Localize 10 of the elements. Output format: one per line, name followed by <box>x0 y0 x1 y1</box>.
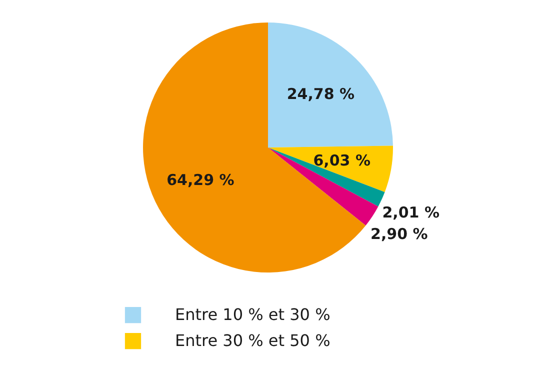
pie-slice <box>268 148 385 206</box>
legend-label: Entre 10 % et 30 % <box>175 305 330 324</box>
data-label: 2,01 % <box>382 204 440 222</box>
pie-slice <box>268 148 378 226</box>
data-label: 64,29 % <box>166 171 234 190</box>
data-label: 2,90 % <box>370 224 428 243</box>
data-label: 6,03 % <box>313 152 370 170</box>
pie-slice <box>268 22 393 148</box>
legend-label: Entre 30 % et 50 % <box>175 331 330 350</box>
data-label: 24,78 % <box>286 85 355 104</box>
